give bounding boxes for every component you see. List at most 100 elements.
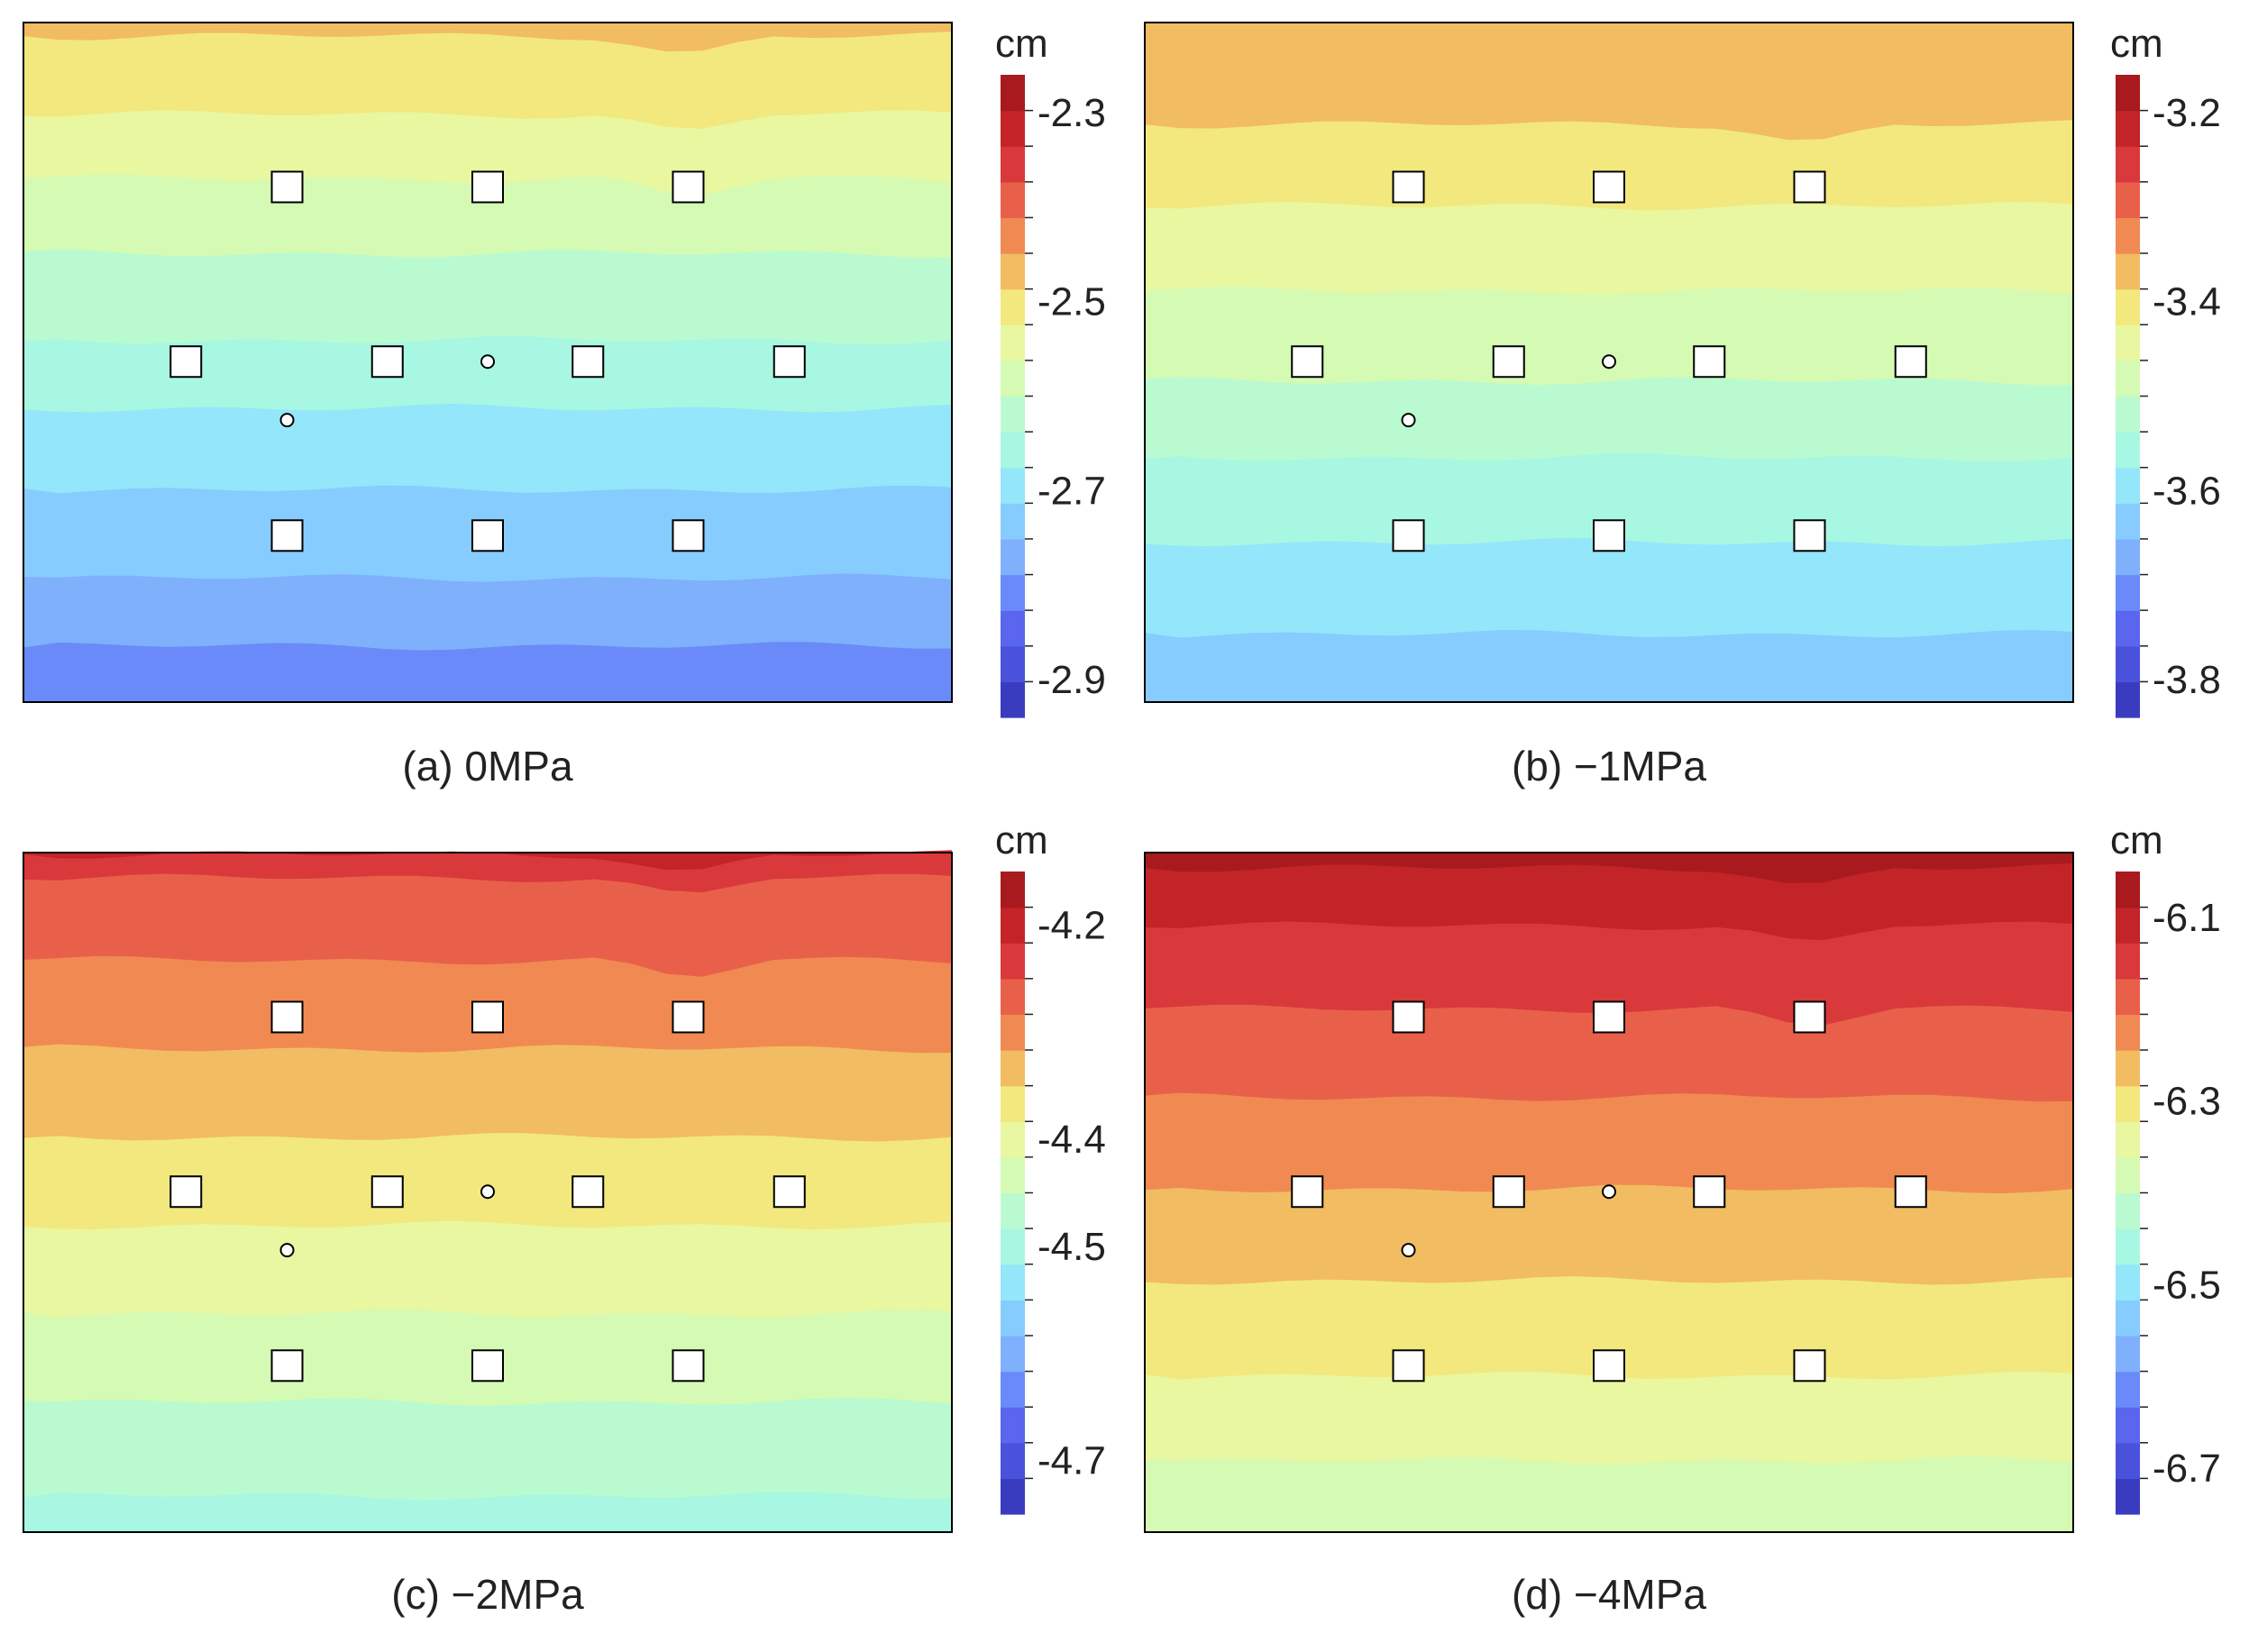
colorbar-segment [2116, 1264, 2140, 1301]
panel-title: (d) −4MPa [1512, 1571, 1706, 1618]
colorbar-segment [1001, 610, 1025, 647]
colorbar-segment [1001, 253, 1025, 290]
square-marker [672, 519, 705, 552]
colorbar-segment [2116, 146, 2140, 183]
square-marker [571, 1175, 605, 1209]
square-marker [370, 1175, 404, 1209]
square-marker [672, 1349, 705, 1383]
square-marker [1793, 1349, 1826, 1383]
square-marker [1894, 345, 1927, 379]
colorbar-tick-label: -4.7 [1038, 1439, 1106, 1483]
circle-marker [279, 1243, 295, 1258]
contour-band [23, 1492, 952, 1532]
colorbar-segment [1001, 1228, 1025, 1265]
colorbar-segment [2116, 1442, 2140, 1479]
colorbar-segment [1001, 110, 1025, 147]
colorbar-tick-label: -2.5 [1038, 280, 1106, 324]
square-marker [270, 1000, 304, 1034]
square-marker [672, 1000, 705, 1034]
colorbar-segment [1001, 146, 1025, 183]
plot-frame [23, 852, 953, 1533]
colorbar-tick-label: -2.7 [1038, 469, 1106, 513]
contour-panel-3: -6.1 -6.3 -6.5 -6.7 cm (d) −4MPa [1144, 818, 2221, 1618]
square-marker [1291, 345, 1324, 379]
colorbar-tick-label: -3.2 [2153, 91, 2221, 135]
colorbar-segment [2116, 943, 2140, 980]
colorbar-segment [1001, 943, 1025, 980]
colorbar-segment [1001, 1192, 1025, 1229]
colorbar-segment [2116, 978, 2140, 1016]
colorbar-tick-label: -6.3 [2153, 1080, 2221, 1124]
square-marker [1593, 1000, 1625, 1034]
colorbar-tick-label: -4.5 [1038, 1225, 1106, 1269]
square-marker [1693, 1175, 1726, 1209]
colorbar-tick-label: -6.1 [2153, 896, 2221, 940]
circle-marker [480, 354, 495, 370]
contour-band [1145, 1456, 2073, 1532]
contour-band [1145, 630, 2073, 702]
square-marker [370, 345, 404, 379]
colorbar-segment [1001, 978, 1025, 1016]
colorbar-tick-label: -3.6 [2153, 469, 2221, 513]
colorbar-segment [1001, 1156, 1025, 1194]
colorbar-segment [1001, 324, 1025, 361]
contour-band [23, 642, 952, 702]
colorbar-segment [2116, 75, 2140, 112]
colorbar-segment [2116, 1478, 2140, 1515]
square-marker [1793, 170, 1826, 204]
colorbar-segment [2116, 610, 2140, 647]
square-marker [1793, 519, 1826, 552]
square-marker [169, 1175, 203, 1209]
colorbar-segment [1001, 681, 1025, 718]
square-marker [1894, 1175, 1927, 1209]
square-marker [1392, 1349, 1425, 1383]
colorbar-segment [1001, 1335, 1025, 1373]
colorbar-segment [2116, 872, 2140, 908]
colorbar-segment [1001, 1085, 1025, 1122]
colorbar-segment [1001, 1121, 1025, 1158]
square-marker [672, 170, 705, 204]
circle-marker [1602, 354, 1616, 370]
plot-frame [23, 22, 953, 703]
panel-title: (a) 0MPa [402, 743, 573, 789]
circle-marker [480, 1184, 495, 1200]
colorbar-segment [2116, 574, 2140, 611]
colorbar-segment [1001, 1050, 1025, 1087]
square-marker [1392, 519, 1425, 552]
colorbar-segment [1001, 217, 1025, 254]
colorbar-segment [1001, 574, 1025, 611]
colorbar-unit-label: cm [995, 818, 1048, 863]
colorbar-segment [2116, 1228, 2140, 1265]
square-marker [270, 519, 304, 552]
square-marker [1793, 1000, 1826, 1034]
square-marker [270, 1349, 304, 1383]
square-marker [1693, 345, 1726, 379]
colorbar-segment [1001, 1442, 1025, 1479]
colorbar-segment [2116, 432, 2140, 469]
panel-title: (b) −1MPa [1512, 743, 1706, 789]
colorbar-segment [1001, 1478, 1025, 1515]
circle-marker [1401, 1243, 1416, 1258]
colorbar-segment [2116, 1371, 2140, 1408]
colorbar-segment [2116, 1300, 2140, 1337]
square-marker [1492, 1175, 1525, 1209]
square-marker [471, 1000, 504, 1034]
plot-frame [1144, 22, 2074, 703]
colorbar-segment [2116, 1050, 2140, 1087]
colorbar-segment [2116, 360, 2140, 397]
colorbar-unit-label: cm [2110, 22, 2163, 66]
colorbar-segment [1001, 538, 1025, 576]
colorbar-segment [2116, 396, 2140, 433]
colorbar-tick-label: -4.4 [1038, 1118, 1106, 1162]
colorbar-segment [1001, 467, 1025, 504]
colorbar-tick-label: -2.9 [1038, 658, 1106, 702]
circle-marker [1401, 413, 1416, 428]
colorbar-segment [1001, 1300, 1025, 1337]
circle-marker [1602, 1184, 1616, 1200]
panel-title: (c) −2MPa [391, 1571, 584, 1618]
colorbar-unit-label: cm [2110, 818, 2163, 863]
colorbar-segment [2116, 645, 2140, 682]
colorbar-segment [2116, 1085, 2140, 1122]
colorbar-segment [2116, 681, 2140, 718]
